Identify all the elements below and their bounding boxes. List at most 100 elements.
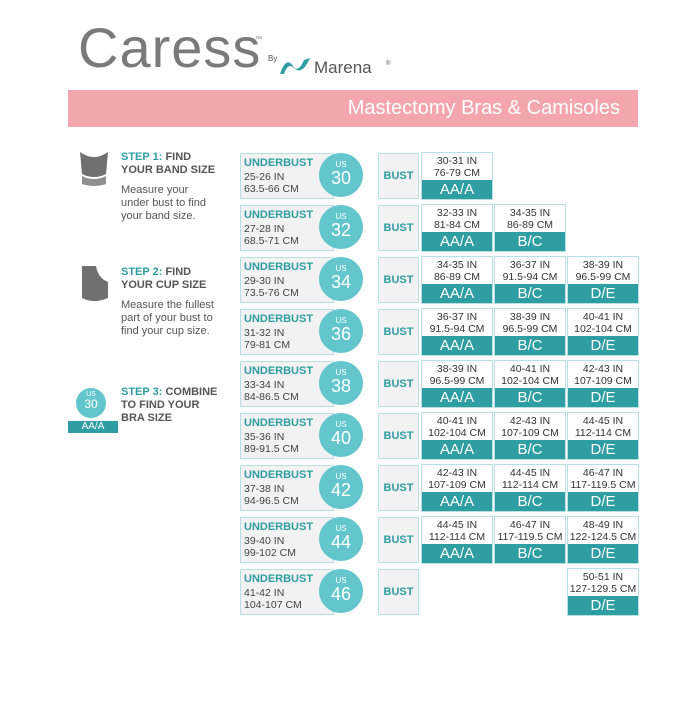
cup-size: B/C [495, 232, 565, 251]
partner: Marena [314, 58, 372, 77]
size-cell: 44-45 IN 112-114 CM AA/A [421, 516, 493, 564]
us-label: US [335, 524, 347, 533]
underbust-label: UNDERBUST [244, 469, 314, 481]
bust-cm: 112-114 CM [501, 479, 559, 491]
bust-in: 44-45 IN [509, 467, 551, 479]
step-heading: COMBINE TO FIND YOUR BRA SIZE [121, 386, 218, 424]
underbust-cm: 89-91.5 CM [244, 443, 299, 455]
cup-size: D/E [568, 388, 638, 407]
step-label: STEP 2: [121, 266, 163, 278]
bust-in: 34-35 IN [509, 207, 551, 219]
step-title: STEP 1: FIND YOUR BAND SIZE [121, 151, 221, 177]
brand: Caress [78, 16, 262, 79]
step-title: STEP 2: FIND YOUR CUP SIZE [121, 266, 221, 292]
underbust-box: UNDERBUST 37-38 IN 94-96.5 CM [240, 465, 334, 511]
bust-in: 50-51 IN [582, 571, 624, 583]
bust-cm: 127-129.5 CM [569, 583, 637, 595]
underbust-label: UNDERBUST [244, 313, 314, 325]
size-cell: 42-43 IN 107-109 CM B/C [494, 412, 566, 460]
by: By [268, 54, 278, 63]
example-circle: US 30 [76, 388, 106, 418]
bust-in: 36-37 IN [509, 259, 551, 271]
size-circle: US 44 [319, 517, 363, 561]
us-label: US [335, 576, 347, 585]
cup-size: D/E [568, 492, 638, 511]
step-title: STEP 3: COMBINE TO FIND YOUR BRA SIZE [121, 386, 221, 425]
us-label: US [335, 160, 347, 169]
band-size: 30 [330, 168, 352, 188]
underbust-label: UNDERBUST [244, 365, 314, 377]
underbust-label: UNDERBUST [244, 573, 314, 585]
size-cell: 34-35 IN 86-89 CM B/C [494, 204, 566, 252]
size-circle: US 46 [319, 569, 363, 613]
bust-in: 44-45 IN [582, 415, 624, 427]
us-label: US [335, 212, 347, 221]
size-circle: US 42 [319, 465, 363, 509]
cup-size: AA/A [422, 440, 492, 459]
bust-cm: 81-84 CM [433, 219, 481, 231]
size-cell: 40-41 IN 102-104 CM AA/A [421, 412, 493, 460]
bust-box: BUST [378, 309, 419, 355]
size-circle: US 38 [319, 361, 363, 405]
bust-cm: 86-89 CM [506, 219, 554, 231]
underbust-label: UNDERBUST [244, 209, 314, 221]
underbust-in: 31-32 IN [244, 327, 285, 339]
cup-size: AA/A [422, 544, 492, 563]
size-cell: 44-45 IN 112-114 CM B/C [494, 464, 566, 512]
size-cell: 46-47 IN 117-119.5 CM D/E [567, 464, 639, 512]
bust-in: 46-47 IN [509, 519, 551, 531]
size-cell: 42-43 IN 107-109 CM D/E [567, 360, 639, 408]
size-cell: 38-39 IN 96.5-99 CM AA/A [421, 360, 493, 408]
underbust-cm: 63.5-66 CM [244, 183, 299, 195]
banner-title: Mastectomy Bras & Camisoles [347, 97, 620, 119]
underbust-box: UNDERBUST 39-40 IN 99-102 CM [240, 517, 334, 563]
band-size: 34 [330, 272, 352, 292]
bust-cm: 102-104 CM [428, 427, 486, 439]
underbust-label: UNDERBUST [244, 521, 314, 533]
bust-box: BUST [378, 569, 419, 615]
bust-cm: 107-109 CM [501, 427, 559, 439]
size-cell: 40-41 IN 102-104 CM D/E [567, 308, 639, 356]
bust-box: BUST [378, 413, 419, 459]
step-heading: FIND YOUR BAND SIZE [121, 151, 216, 176]
underbust-box: UNDERBUST 35-36 IN 89-91.5 CM [240, 413, 334, 459]
bust-in: 34-35 IN [436, 259, 478, 271]
step-text: Measure your under bust to find your ban… [121, 184, 207, 222]
band-size: 46 [330, 584, 352, 604]
bust-cm: 96.5-99 CM [575, 271, 631, 283]
underbust-label: UNDERBUST [244, 417, 314, 429]
bust-in: 46-47 IN [582, 467, 624, 479]
bust-in: 42-43 IN [436, 467, 478, 479]
size-cell: 36-37 IN 91.5-94 CM B/C [494, 256, 566, 304]
cup-size: B/C [495, 492, 565, 511]
bust-in: 32-33 IN [436, 207, 478, 219]
cup-size: AA/A [422, 180, 492, 199]
icon-band [80, 152, 108, 186]
bust-cm: 107-109 CM [574, 375, 632, 387]
band-size: 36 [330, 324, 352, 344]
cup-size: B/C [495, 544, 565, 563]
underbust-cm: 73.5-76 CM [244, 287, 299, 299]
cup-size: B/C [495, 440, 565, 459]
bust-cm: 102-104 CM [501, 375, 559, 387]
band-size: 32 [330, 220, 352, 240]
size-cell: 30-31 IN 76-79 CM AA/A [421, 152, 493, 200]
cup-size: AA/A [422, 232, 492, 251]
size-cell: 44-45 IN 112-114 CM D/E [567, 412, 639, 460]
bust-in: 38-39 IN [582, 259, 624, 271]
bust-in: 40-41 IN [582, 311, 624, 323]
underbust-cm: 68.5-71 CM [244, 235, 299, 247]
size-cell: 38-39 IN 96.5-99 CM B/C [494, 308, 566, 356]
bust-in: 38-39 IN [509, 311, 551, 323]
underbust-cm: 94-96.5 CM [244, 495, 299, 507]
bust-in: 40-41 IN [509, 363, 551, 375]
size-cell: 32-33 IN 81-84 CM AA/A [421, 204, 493, 252]
size-cell: 48-49 IN 122-124.5 CM D/E [567, 516, 639, 564]
bust-cm: 107-109 CM [428, 479, 486, 491]
example-size: 30 [84, 397, 98, 411]
band-size: 38 [330, 376, 352, 396]
step-text: Measure the fullest part of your bust to… [121, 299, 214, 337]
bust-in: 42-43 IN [582, 363, 624, 375]
size-cell: 46-47 IN 117-119.5 CM B/C [494, 516, 566, 564]
